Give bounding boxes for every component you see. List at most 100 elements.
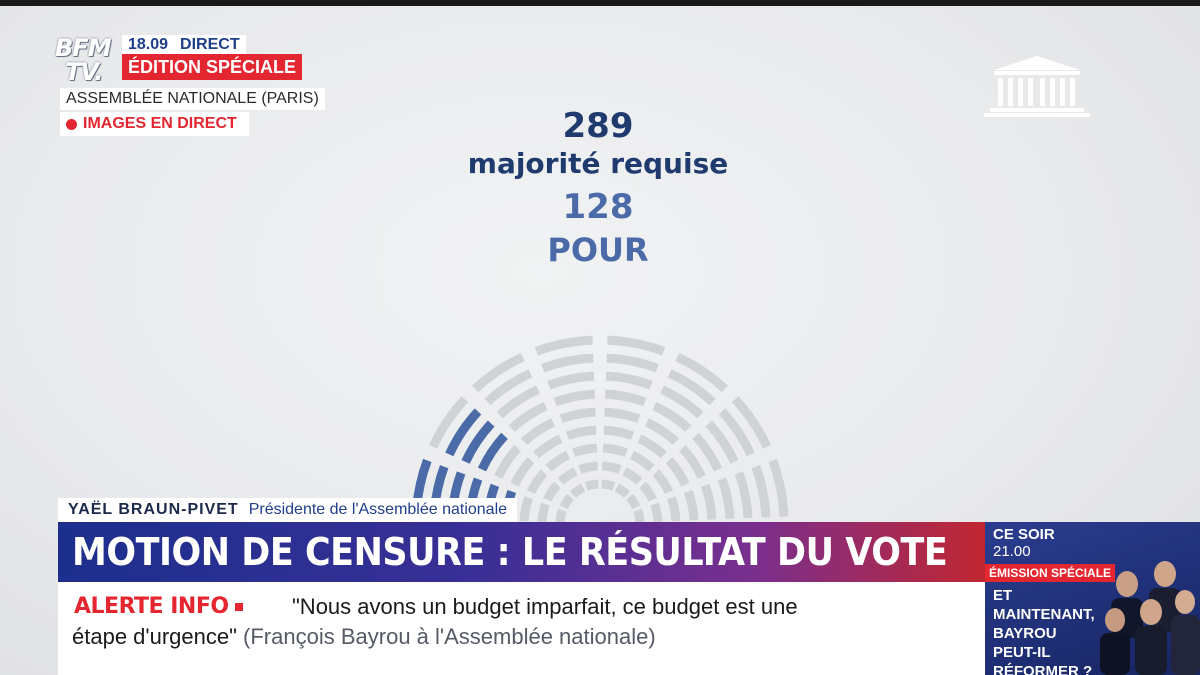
- seat-row-arc: [555, 508, 567, 523]
- seat-row-arc: [445, 408, 482, 457]
- seat-row-arc: [520, 418, 556, 446]
- bfmtv-logo: BFM TV.: [55, 36, 117, 86]
- seat-row-arc: [603, 425, 635, 441]
- seat-row-arc: [667, 496, 681, 522]
- top-border: [0, 0, 1200, 6]
- seat-row-arc: [607, 335, 666, 356]
- seat-row-arc: [601, 479, 616, 491]
- direct-label: DIRECT: [180, 35, 240, 53]
- seat-row-arc: [692, 432, 723, 472]
- live-label: IMAGES EN DIRECT: [83, 115, 237, 132]
- seat-row-arc: [534, 335, 593, 356]
- news-ticker: ALERTE INFO "Nous avons un budget imparf…: [58, 582, 988, 675]
- seat-row-arc: [472, 352, 525, 393]
- seat-row-arc: [547, 371, 595, 390]
- speaker-name: YAËL BRAUN-PIVET: [68, 501, 239, 518]
- seat-row-arc: [629, 450, 655, 472]
- seat-row-arc: [484, 369, 533, 406]
- headline-banner: MOTION DE CENSURE : LE RÉSULTAT DU VOTE: [58, 522, 988, 582]
- quote-source: (François Bayrou à l'Assemblée nationale…: [243, 624, 656, 649]
- speaker-name-bar: YAËL BRAUN-PIVET Présidente de l'Assembl…: [58, 498, 518, 522]
- seat-row-arc: [572, 443, 598, 457]
- seat-row-arc: [768, 458, 789, 517]
- seat-row-arc: [565, 425, 597, 441]
- seat-row-arc: [644, 418, 680, 446]
- assemblee-building-icon: [984, 56, 1090, 117]
- seat-row-arc: [633, 508, 645, 523]
- seat-row-arc: [545, 450, 571, 472]
- alert-square-icon: [234, 603, 243, 611]
- seat-row-arc: [461, 420, 495, 464]
- promo-title: ET MAINTENANT, BAYROU PEUT-IL RÉFORMER ?: [993, 587, 1095, 675]
- seat-row-arc: [559, 407, 596, 424]
- seat-row-arc: [622, 467, 643, 485]
- seat-row-arc: [494, 444, 522, 480]
- hemicycle-graphic: [411, 335, 789, 523]
- seat-row-arc: [717, 477, 735, 520]
- seat-row-arc: [559, 493, 575, 510]
- pour-number: 128: [562, 187, 634, 227]
- quote-line-2: étape d'urgence" (François Bayrou à l'As…: [72, 624, 656, 650]
- edition-speciale-badge: ÉDITION SPÉCIALE: [122, 54, 303, 80]
- location-label: ASSEMBLÉE NATIONALE (PARIS): [60, 88, 325, 110]
- seat-row-arc: [665, 457, 690, 487]
- logo-line-2: TV.: [65, 58, 103, 86]
- seat-row-arc: [731, 396, 772, 449]
- seat-row-arc: [700, 483, 717, 520]
- seat-row-arc: [477, 432, 508, 472]
- promo-tag: ÉMISSION SPÉCIALE: [985, 564, 1116, 582]
- seat-row-arc: [675, 352, 728, 393]
- clock-time: 18.09: [128, 35, 169, 53]
- seat-row-arc: [604, 389, 647, 407]
- vote-result: 289 majorité requise 128 POUR: [400, 104, 796, 270]
- promo-time: 21.00: [993, 543, 1031, 560]
- seat-row-arc: [683, 489, 699, 521]
- seat-row-arc: [557, 467, 578, 485]
- seat-row-arc: [604, 407, 641, 424]
- speaker-role: Présidente de l'Assemblée nationale: [248, 501, 508, 518]
- seat-row-arc: [510, 457, 535, 487]
- seat-row-arc: [428, 396, 469, 449]
- time-direct-box: 18.09 DIRECT: [122, 35, 246, 54]
- seat-row-arc: [543, 481, 561, 502]
- seat-row-arc: [705, 420, 739, 464]
- seat-row-arc: [734, 471, 753, 519]
- logo-line-1: BFM: [55, 34, 112, 62]
- promo-when: CE SOIR: [993, 526, 1055, 543]
- live-dot-icon: [66, 118, 77, 130]
- program-promo: CE SOIR 21.00 ÉMISSION SPÉCIALE ET MAINT…: [985, 522, 1200, 675]
- seat-row-arc: [652, 469, 674, 495]
- seat-row-arc: [605, 371, 653, 390]
- quote-line-1: "Nous avons un budget imparfait, ce budg…: [292, 594, 798, 619]
- seat-row-arc: [751, 465, 771, 518]
- seat-row-arc: [553, 389, 596, 407]
- seat-row-arc: [584, 479, 599, 491]
- seat-row-arc: [718, 408, 755, 457]
- seat-row-arc: [650, 502, 663, 523]
- seat-row-arc: [519, 496, 533, 522]
- pour-label: POUR: [547, 231, 649, 269]
- majority-number: 289: [562, 106, 634, 146]
- seat-row-arc: [508, 401, 548, 432]
- seat-row-arc: [569, 483, 586, 499]
- live-indicator: IMAGES EN DIRECT: [60, 112, 249, 136]
- seat-row-arc: [639, 481, 657, 502]
- seat-row-arc: [578, 461, 599, 474]
- alerte-info-label: ALERTE INFO: [74, 594, 243, 619]
- quote-line-2-text: étape d'urgence": [72, 624, 237, 649]
- presenters-photo: [1100, 561, 1200, 675]
- seat-row-arc: [660, 385, 704, 419]
- seat-row-arc: [637, 434, 667, 459]
- alerte-info-text: ALERTE INFO: [74, 594, 229, 619]
- seat-row-arc: [614, 483, 631, 499]
- headline-text: MOTION DE CENSURE : LE RÉSULTAT DU VOTE: [72, 530, 948, 574]
- seat-row-arc: [526, 469, 548, 495]
- seat-row-arc: [625, 493, 641, 510]
- seat-row-arc: [602, 443, 628, 457]
- seat-row-arc: [606, 353, 659, 373]
- seat-row-arc: [652, 401, 692, 432]
- seat-row-arc: [541, 353, 594, 373]
- seat-row-arc: [537, 502, 550, 523]
- majority-label: majorité requise: [467, 147, 729, 180]
